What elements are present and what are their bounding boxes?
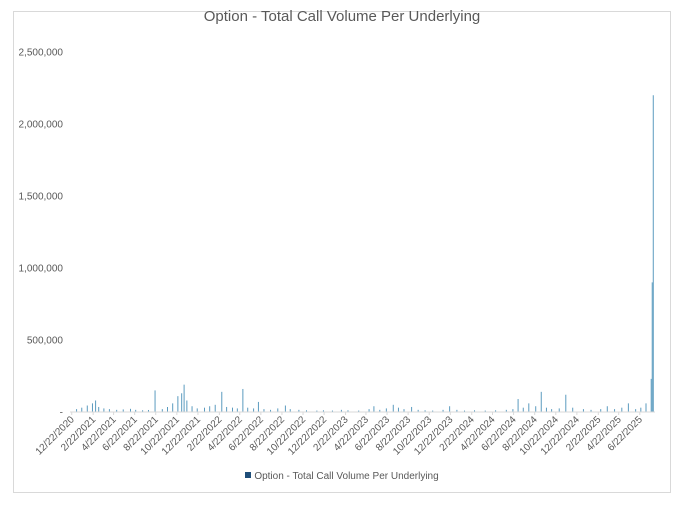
- y-tick-label: 2,500,000: [19, 48, 64, 59]
- legend-swatch: [245, 472, 252, 479]
- y-tick-label: 500,000: [27, 336, 64, 347]
- chart-title: Option - Total Call Volume Per Underlyin…: [203, 8, 481, 25]
- legend: Option - Total Call Volume Per Underlyin…: [0, 471, 684, 482]
- y-tick-label: 1,500,000: [19, 192, 64, 203]
- chart-frame: [13, 11, 671, 493]
- series-bars: [76, 95, 654, 412]
- x-axis: 12/22/20202/22/20214/22/20216/22/20218/2…: [34, 412, 645, 458]
- y-tick-label: 1,000,000: [19, 264, 64, 275]
- y-axis: - 500,000 1,000,000 1,500,000 2,000,000 2,500…: [19, 48, 64, 419]
- legend-label: Option - Total Call Volume Per Underlyin…: [254, 471, 439, 482]
- y-tick-label: -: [60, 408, 63, 419]
- y-tick-label: 2,000,000: [19, 120, 64, 131]
